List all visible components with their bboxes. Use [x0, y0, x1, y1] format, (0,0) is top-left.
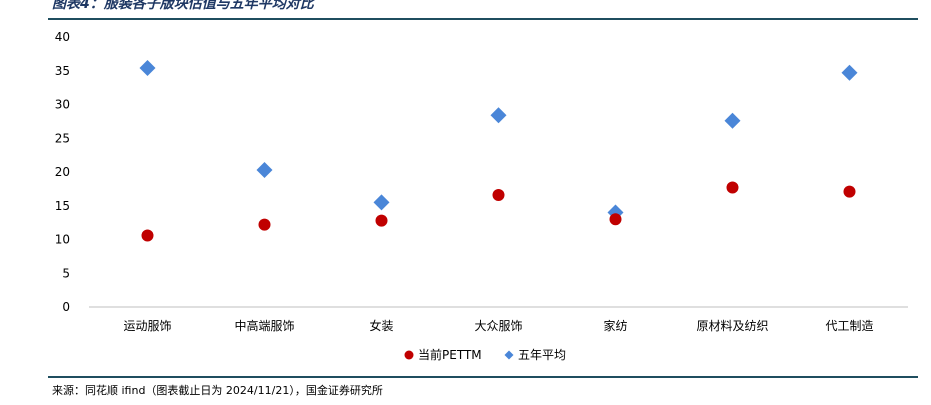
current-pettm-point: [609, 213, 622, 226]
current-pettm-point: [141, 229, 154, 242]
y-tick-label: 30: [55, 98, 70, 112]
top-rule: [48, 18, 918, 20]
legend-marker-current-pettm: [404, 350, 414, 360]
y-tick-label: 5: [62, 266, 70, 280]
x-category-label: 代工制造: [825, 319, 873, 333]
five-year-average-point: [139, 60, 156, 77]
five-year-average-point: [841, 64, 858, 81]
five-year-average-point: [256, 161, 273, 178]
y-tick-label: 20: [55, 165, 70, 179]
y-tick-label: 25: [55, 131, 70, 145]
legend-label-five-year-average: 五年平均: [518, 348, 566, 362]
x-category-label: 大众服饰: [474, 319, 522, 333]
bottom-rule: [48, 376, 918, 378]
five-year-average-point: [490, 107, 507, 124]
y-tick-label: 10: [55, 233, 70, 247]
legend: 当前PETTM 五年平均: [404, 347, 566, 362]
legend-label-current-pettm: 当前PETTM: [418, 347, 482, 362]
y-tick-label: 40: [55, 30, 70, 44]
figure-title: 图表4：服装各子版块估值与五年平均对比: [52, 0, 314, 12]
x-category-label: 中高端服饰: [234, 318, 294, 333]
source-note: 来源：同花顺 ifind（图表截止日为 2024/11/21），国金证券研究所: [52, 384, 383, 397]
legend-marker-five-year-average: [504, 350, 514, 360]
y-axis: 0 5 10 15 20 25 30 35 40: [55, 30, 70, 314]
current-pettm-point: [726, 181, 739, 194]
five-year-average-point: [724, 112, 741, 129]
five-year-average-point: [373, 194, 390, 211]
series-current-pettm: [141, 181, 856, 242]
x-category-label: 家纺: [603, 318, 627, 333]
current-pettm-point: [492, 188, 505, 201]
current-pettm-point: [258, 218, 271, 231]
y-tick-label: 0: [62, 300, 70, 314]
x-category-label: 女装: [369, 318, 393, 333]
current-pettm-point: [843, 185, 856, 198]
y-tick-label: 35: [55, 64, 70, 78]
current-pettm-point: [375, 214, 388, 227]
y-tick-label: 15: [55, 199, 70, 213]
x-axis-categories: 运动服饰 中高端服饰 女装 大众服饰 家纺 原材料及纺织 代工制造: [123, 318, 873, 333]
x-category-label: 运动服饰: [123, 319, 171, 333]
x-category-label: 原材料及纺织: [696, 319, 768, 333]
